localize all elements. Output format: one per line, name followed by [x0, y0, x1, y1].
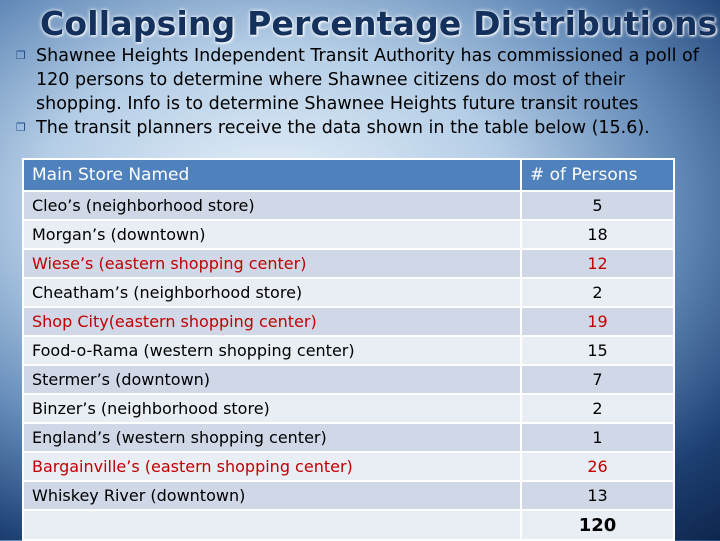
store-cell: Morgan’s (downtown)	[22, 219, 522, 250]
total-cell: 120	[520, 509, 675, 541]
persons-cell: 13	[520, 480, 675, 511]
total-label-cell	[22, 509, 522, 541]
bullet-square-icon: ❒	[16, 121, 26, 134]
store-cell: Binzer’s (neighborhood store)	[22, 393, 522, 424]
bullet-list: ❒ Shawnee Heights Independent Transit Au…	[14, 44, 714, 140]
store-cell: England’s (western shopping center)	[22, 422, 522, 453]
persons-cell: 7	[520, 364, 675, 395]
store-cell: Cheatham’s (neighborhood store)	[22, 277, 522, 308]
table-row: Stermer’s (downtown) 7	[22, 364, 675, 395]
persons-cell: 15	[520, 335, 675, 366]
persons-cell: 2	[520, 393, 675, 424]
persons-cell: 1	[520, 422, 675, 453]
bullet-square-icon: ❒	[16, 49, 26, 62]
persons-cell: 19	[520, 306, 675, 337]
table-row: Bargainville’s (eastern shopping center)…	[22, 451, 675, 482]
table-row: Whiskey River (downtown) 13	[22, 480, 675, 511]
slide-title: Collapsing Percentage Distributions	[40, 4, 718, 43]
bullet-item: ❒ Shawnee Heights Independent Transit Au…	[14, 44, 714, 116]
bullet-text: The transit planners receive the data sh…	[36, 118, 650, 138]
persons-cell: 2	[520, 277, 675, 308]
table-row: Cheatham’s (neighborhood store) 2	[22, 277, 675, 308]
bullet-text: Shawnee Heights Independent Transit Auth…	[36, 46, 699, 114]
table-row: Cleo’s (neighborhood store) 5	[22, 190, 675, 221]
store-cell: Shop City(eastern shopping center)	[22, 306, 522, 337]
store-cell: Stermer’s (downtown)	[22, 364, 522, 395]
bullet-item: ❒ The transit planners receive the data …	[14, 116, 714, 140]
persons-cell: 12	[520, 248, 675, 279]
persons-cell: 26	[520, 451, 675, 482]
shopping-table: Main Store Named # of Persons Cleo’s (ne…	[22, 158, 675, 541]
table-row: Food-o-Rama (western shopping center) 15	[22, 335, 675, 366]
store-cell: Bargainville’s (eastern shopping center)	[22, 451, 522, 482]
table-row: Morgan’s (downtown) 18	[22, 219, 675, 250]
store-cell: Cleo’s (neighborhood store)	[22, 190, 522, 221]
table-row: Binzer’s (neighborhood store) 2	[22, 393, 675, 424]
header-persons: # of Persons	[520, 158, 675, 192]
table-total-row: 120	[22, 509, 675, 541]
table-row: Shop City(eastern shopping center) 19	[22, 306, 675, 337]
store-cell: Food-o-Rama (western shopping center)	[22, 335, 522, 366]
store-cell: Whiskey River (downtown)	[22, 480, 522, 511]
persons-cell: 5	[520, 190, 675, 221]
table-row: England’s (western shopping center) 1	[22, 422, 675, 453]
header-store: Main Store Named	[22, 158, 522, 192]
table-row: Wiese’s (eastern shopping center) 12	[22, 248, 675, 279]
persons-cell: 18	[520, 219, 675, 250]
table-header-row: Main Store Named # of Persons	[22, 158, 675, 192]
store-cell: Wiese’s (eastern shopping center)	[22, 248, 522, 279]
